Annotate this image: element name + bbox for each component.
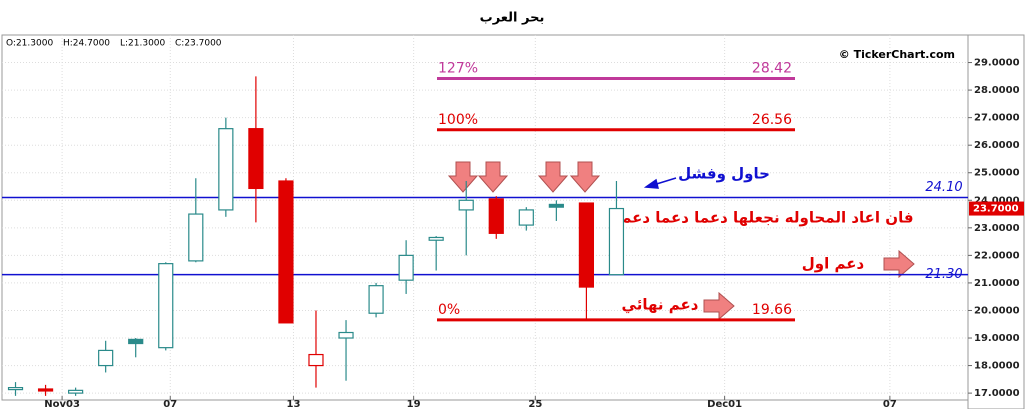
ohlc-label: O:21.3000	[6, 39, 53, 49]
candle-body	[158, 263, 174, 349]
candle-body	[368, 285, 384, 314]
right-arrow	[703, 291, 735, 321]
x-tick-label: 25	[528, 399, 542, 409]
fib-value: 19.66	[752, 302, 792, 318]
x-tick-label: Nov03	[44, 399, 80, 409]
y-tick-label: 28.0000	[974, 85, 1020, 96]
annotation: دعم اول	[802, 255, 865, 273]
y-tick-label: 18.0000	[974, 361, 1020, 372]
last-price-label: 23.7000	[973, 204, 1019, 215]
support-label: 24.10	[925, 180, 962, 195]
y-tick-label: 25.0000	[974, 168, 1020, 179]
candle-body	[458, 199, 474, 211]
y-tick-label: 29.0000	[974, 58, 1020, 69]
candle-body	[488, 198, 504, 234]
candle-body	[218, 128, 234, 211]
down-arrow	[537, 161, 569, 193]
candle-body	[338, 331, 354, 339]
y-tick-label: 26.0000	[974, 140, 1020, 151]
candle-body	[188, 213, 204, 262]
support-label: 21.30	[925, 267, 962, 282]
chart-title: بحر العرب	[480, 11, 545, 26]
ohlc-label: H:24.7000	[63, 39, 110, 49]
annotation: حاول وفشل	[678, 165, 770, 183]
candle-body	[308, 353, 324, 367]
candle-body	[278, 180, 294, 324]
y-tick-label: 17.0000	[974, 388, 1020, 399]
x-tick-label: 19	[407, 399, 421, 409]
arrow-head	[643, 178, 659, 189]
fib-name: 127%	[438, 61, 478, 77]
arrows	[447, 161, 915, 321]
x-tick-label: 07	[163, 399, 177, 409]
left-arrow	[643, 177, 677, 189]
candle-body	[37, 388, 54, 392]
last-price-box	[969, 201, 1024, 216]
ohlc-label: C:23.7000	[175, 39, 222, 49]
y-tick-label: 23.0000	[974, 223, 1020, 234]
copyright: © TickerChart.com	[839, 48, 955, 61]
x-tick-label: 13	[286, 399, 300, 409]
candle-body	[578, 202, 595, 288]
y-tick-label: 19.0000	[974, 333, 1020, 344]
candle-body	[248, 128, 264, 190]
annotation: دعم نهائي	[622, 296, 699, 314]
grid-layer	[2, 35, 968, 400]
down-arrow	[569, 161, 601, 193]
y-tick-label: 24.0000	[974, 195, 1020, 206]
y-tick-label: 22.0000	[974, 250, 1020, 261]
fib-name: 100%	[438, 112, 478, 128]
candle-body	[548, 203, 564, 208]
ohlc-label: L:21.3000	[120, 39, 166, 49]
right-arrow	[883, 249, 915, 279]
candle-body	[608, 207, 625, 276]
down-arrow	[447, 161, 479, 193]
candle-body	[518, 209, 534, 226]
candle-body	[68, 389, 84, 394]
candle-body	[428, 236, 444, 241]
candle-body	[7, 387, 24, 391]
candle-body	[398, 254, 414, 281]
candle-body	[128, 338, 144, 345]
y-tick-label: 27.0000	[974, 113, 1020, 124]
down-arrow	[477, 161, 509, 193]
fib-name: 0%	[438, 302, 460, 318]
y-tick-label: 21.0000	[974, 278, 1020, 289]
x-tick-label: 07	[883, 399, 897, 409]
fib-value: 26.56	[752, 112, 792, 128]
x-tick-label: Dec01	[707, 399, 742, 409]
annotation: فان اعاد المحاوله نجعلها دعما دعما دعما	[616, 209, 913, 227]
y-axis-panel	[967, 34, 1025, 409]
fib-value: 28.42	[752, 61, 792, 77]
candle-body	[98, 349, 114, 367]
y-tick-label: 20.0000	[974, 305, 1020, 316]
